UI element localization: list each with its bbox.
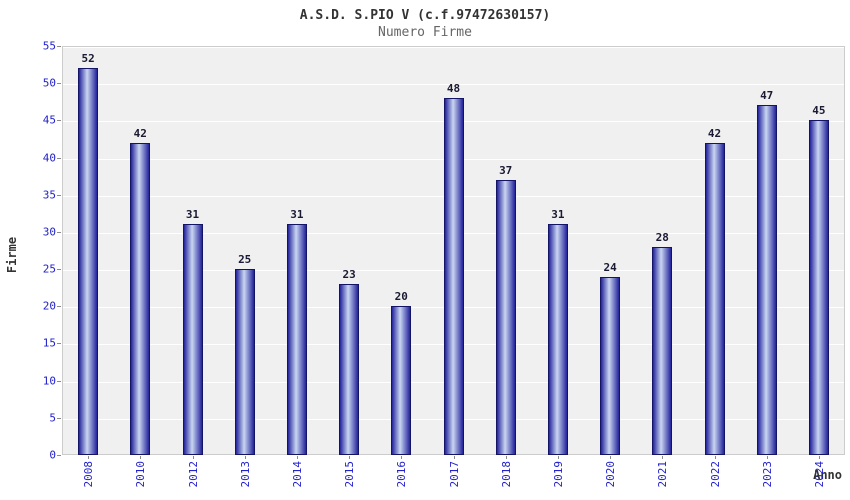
bar-2020 (600, 276, 621, 455)
x-tick-mark (244, 456, 246, 459)
y-tick-label: 20 (42, 299, 56, 313)
x-tick-mark (349, 456, 351, 459)
bar-2008 (78, 68, 99, 455)
x-tick-mark (192, 456, 194, 459)
bar-value-label: 31 (185, 208, 200, 222)
bar-2021 (652, 246, 673, 455)
x-tick-label: 2016 (395, 461, 409, 488)
y-tick-label: 45 (42, 113, 56, 127)
y-tick-label: 10 (42, 374, 56, 388)
y-tick-mark (57, 269, 61, 271)
y-tick-mark (57, 83, 61, 85)
y-tick-label: 5 (49, 411, 56, 425)
chart-subtitle: Numero Firme (378, 25, 472, 40)
bar-value-label: 20 (394, 290, 408, 304)
y-tick-label: 30 (42, 225, 56, 239)
chart-title: A.S.D. S.PIO V (c.f.97472630157) (299, 8, 551, 23)
bar-2013 (234, 269, 255, 455)
bar-value-label: 24 (603, 260, 617, 274)
bar-value-label: 42 (707, 126, 722, 140)
x-tick-label: 2015 (343, 461, 357, 488)
bar-2017 (443, 98, 464, 455)
x-tick-mark (714, 456, 716, 459)
x-tick-label: 2008 (82, 461, 96, 488)
x-tick-mark (296, 456, 298, 459)
bar-2019 (547, 224, 568, 455)
bar-value-label: 37 (499, 163, 513, 177)
y-tick-mark (57, 120, 61, 122)
bar-value-label: 25 (238, 253, 252, 267)
x-tick-label: 2019 (551, 461, 565, 488)
x-axis-title: Anno (813, 468, 842, 482)
x-tick-label: 2018 (499, 461, 513, 488)
x-tick-label: 2017 (447, 461, 461, 488)
x-tick-label: 2024 (812, 461, 826, 488)
y-tick-mark (57, 380, 61, 382)
x-tick-mark (505, 456, 507, 459)
x-tick-label: 2022 (708, 461, 722, 488)
y-tick-mark (57, 343, 61, 345)
bar-value-label: 31 (290, 208, 304, 222)
x-tick-mark (818, 456, 820, 459)
bar-value-label: 45 (812, 104, 826, 118)
y-tick-label: 55 (42, 39, 56, 53)
x-tick-mark (557, 456, 559, 459)
y-tick-mark (57, 194, 61, 196)
bar-value-label: 28 (655, 230, 669, 244)
x-tick-label: 2014 (290, 461, 304, 488)
gridline (63, 47, 844, 48)
y-tick-mark (57, 231, 61, 233)
x-tick-mark (88, 456, 90, 459)
y-tick-label: 15 (42, 336, 56, 350)
bar-2015 (339, 283, 360, 455)
y-tick-label: 0 (49, 448, 56, 462)
bar-value-label: 42 (133, 126, 147, 140)
bar-value-label: 31 (551, 208, 565, 222)
x-tick-label: 2021 (656, 461, 670, 488)
y-tick-mark (57, 417, 61, 419)
bar-value-label: 52 (81, 52, 95, 66)
y-tick-mark (57, 157, 61, 159)
x-tick-mark (766, 456, 768, 459)
gridline (63, 84, 844, 86)
y-tick-label: 25 (42, 262, 56, 276)
y-tick-label: 40 (42, 151, 56, 165)
x-tick-label: 2020 (604, 461, 618, 488)
bar-2018 (495, 179, 516, 455)
x-tick-mark (610, 456, 612, 459)
x-tick-mark (453, 456, 455, 459)
bar-2016 (391, 306, 412, 455)
y-axis-title: Firme (5, 236, 20, 274)
x-tick-label: 2013 (238, 461, 252, 488)
y-tick-mark (57, 306, 61, 308)
bar-value-label: 23 (342, 267, 356, 281)
y-tick-mark (57, 455, 61, 456)
bar-value-label: 48 (446, 82, 461, 96)
y-tick-label: 50 (42, 76, 56, 90)
x-tick-mark (401, 456, 403, 459)
x-tick-label: 2010 (134, 461, 148, 488)
x-tick-mark (662, 456, 664, 459)
bar-2014 (286, 224, 307, 455)
bar-2022 (704, 142, 725, 455)
y-tick-label: 35 (42, 188, 56, 202)
bar-value-label: 47 (760, 89, 774, 103)
x-tick-label: 2023 (760, 461, 774, 488)
bar-2012 (182, 224, 203, 455)
y-tick-mark (57, 46, 61, 47)
bar-2010 (130, 142, 151, 455)
bar-2024 (808, 120, 829, 455)
bar-2023 (756, 105, 777, 455)
x-tick-mark (140, 456, 142, 459)
x-tick-label: 2012 (186, 461, 200, 488)
